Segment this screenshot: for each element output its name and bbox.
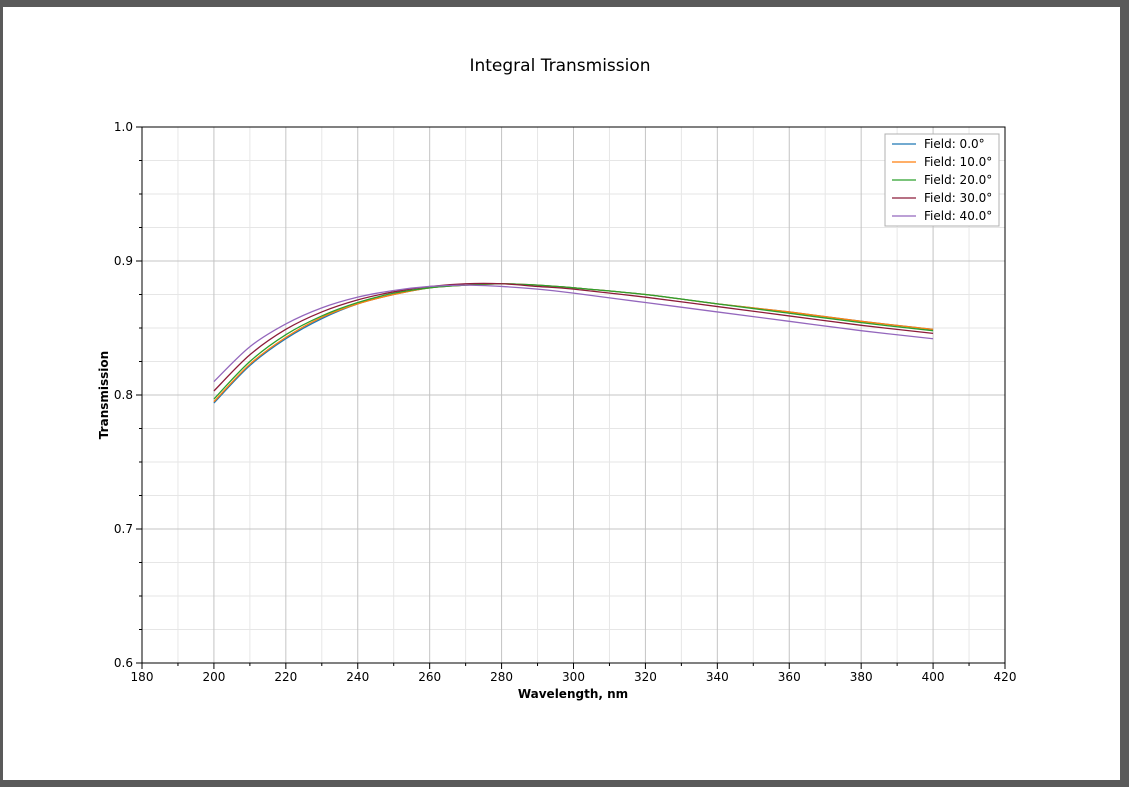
y-tick-labels: 0.6 0.7 0.8 0.9 1.0 [114,120,133,670]
y-tick-label: 1.0 [114,120,133,134]
x-tick-label: 280 [490,670,513,684]
major-grid [141,126,1006,664]
x-tick-label: 340 [706,670,729,684]
x-tick-label: 300 [562,670,585,684]
chart: Integral Transmission 180 200 220 240 260 280… [97,56,1017,701]
series-line [213,284,934,383]
legend-label: Field: 40.0° [924,209,992,223]
legend-label: Field: 0.0° [924,137,985,151]
x-tick-label: 260 [418,670,441,684]
x-axis-label: Wavelength, nm [518,687,628,701]
x-tick-label: 220 [274,670,297,684]
axis-ticks [136,126,1006,669]
x-tick-label: 180 [131,670,154,684]
legend-label: Field: 30.0° [924,191,992,205]
y-tick-label: 0.7 [114,522,133,536]
figure-page: Integral Transmission 180 200 220 240 260 280… [3,7,1120,780]
x-tick-label: 360 [778,670,801,684]
legend-items: Field: 0.0° Field: 10.0° Field: 20.0° Field… [892,137,992,223]
legend-label: Field: 20.0° [924,173,992,187]
x-tick-label: 420 [994,670,1017,684]
series-line [213,282,934,392]
chart-title: Integral Transmission [469,56,650,76]
x-tick-label: 240 [346,670,369,684]
legend: Field: 0.0° Field: 10.0° Field: 20.0° Field… [884,133,1000,227]
x-tick-label: 320 [634,670,657,684]
y-axis-label: Transmission [97,351,111,439]
y-tick-label: 0.9 [114,254,133,268]
x-tick-label: 200 [202,670,225,684]
y-tick-label: 0.6 [114,656,133,670]
y-tick-label: 0.8 [114,388,133,402]
x-tick-label: 400 [922,670,945,684]
legend-label: Field: 10.0° [924,155,992,169]
series-lines [213,282,934,404]
x-tick-label: 380 [850,670,873,684]
x-tick-labels: 180 200 220 240 260 280 300 320 340 360 380 400 420 [131,670,1017,684]
